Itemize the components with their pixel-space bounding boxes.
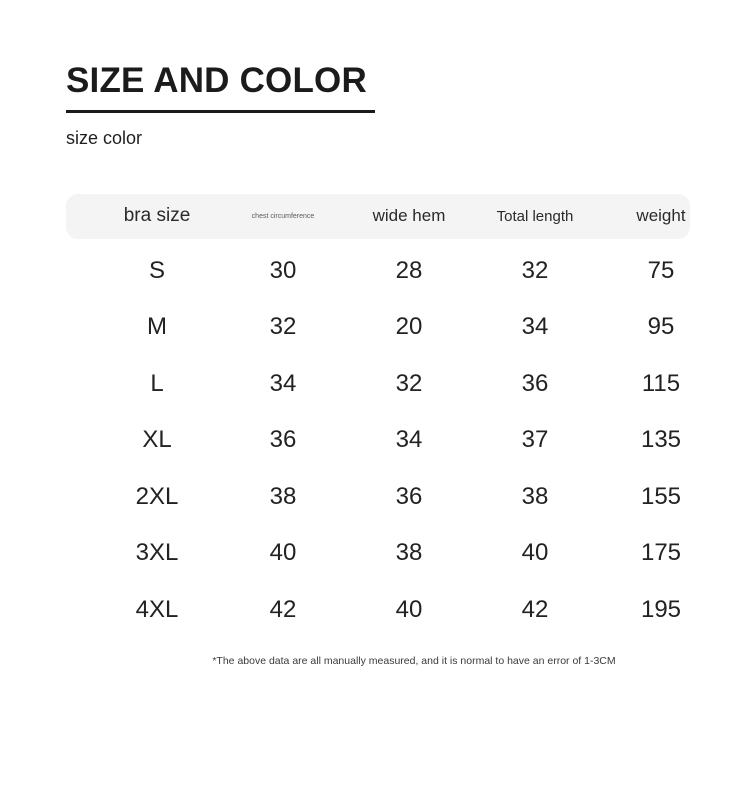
title-underline xyxy=(66,109,375,113)
size-cell: M xyxy=(147,313,167,341)
col-header-chest-circumference: chest circumference xyxy=(251,212,315,220)
value-cell: 36 xyxy=(395,482,423,510)
value-cell: 30 xyxy=(269,256,297,284)
value-cell: 40 xyxy=(521,539,549,567)
value-cell: 37 xyxy=(521,426,549,454)
value-cell: 20 xyxy=(395,313,423,341)
value-cell: 75 xyxy=(647,256,675,284)
table-row: 4XL 42 40 42 195 xyxy=(66,582,690,639)
size-cell: 4XL xyxy=(135,595,179,623)
value-cell: 38 xyxy=(521,482,549,510)
page-header: SIZE AND COLOR size color xyxy=(66,61,750,149)
page-subtitle: size color xyxy=(66,127,143,148)
size-cell: 2XL xyxy=(135,482,179,510)
value-cell: 36 xyxy=(269,426,297,454)
value-cell: 40 xyxy=(269,539,297,567)
value-cell: 195 xyxy=(640,595,682,623)
footnote: *The above data are all manually measure… xyxy=(212,655,616,667)
value-cell: 38 xyxy=(395,539,423,567)
value-cell: 42 xyxy=(269,595,297,623)
size-cell: L xyxy=(150,369,164,397)
size-cell: 3XL xyxy=(135,539,179,567)
value-cell: 34 xyxy=(521,313,549,341)
value-cell: 115 xyxy=(641,369,681,397)
value-cell: 175 xyxy=(640,539,682,567)
size-cell: XL xyxy=(142,426,172,454)
table-row: M 32 20 34 95 xyxy=(66,299,690,356)
page-title: SIZE AND COLOR xyxy=(66,61,367,100)
value-cell: 32 xyxy=(521,256,549,284)
table-body: S 30 28 32 75 M 32 20 34 95 L 34 32 36 115 XL 36 34 37 135 2… xyxy=(66,243,690,639)
table-row: S 30 28 32 75 xyxy=(66,243,690,300)
value-cell: 34 xyxy=(395,426,423,454)
value-cell: 155 xyxy=(640,482,682,510)
value-cell: 32 xyxy=(395,369,423,397)
value-cell: 34 xyxy=(269,369,297,397)
value-cell: 32 xyxy=(269,313,297,341)
col-header-bra-size: bra size xyxy=(123,205,191,226)
table-row: XL 36 34 37 135 xyxy=(66,412,690,469)
value-cell: 95 xyxy=(647,313,675,341)
value-cell: 40 xyxy=(395,595,423,623)
col-header-wide-hem: wide hem xyxy=(372,206,446,225)
col-header-weight: weight xyxy=(636,206,686,225)
size-table: bra size chest circumference wide hem To… xyxy=(66,193,690,639)
value-cell: 42 xyxy=(521,595,549,623)
value-cell: 28 xyxy=(395,256,423,284)
table-header-row: bra size chest circumference wide hem To… xyxy=(66,193,690,239)
col-header-total-length: Total length xyxy=(496,207,574,225)
value-cell: 38 xyxy=(269,482,297,510)
table-row: 2XL 38 36 38 155 xyxy=(66,469,690,526)
table-row: L 34 32 36 115 xyxy=(66,356,690,413)
size-cell: S xyxy=(148,256,165,284)
value-cell: 36 xyxy=(521,369,549,397)
value-cell: 135 xyxy=(640,426,682,454)
table-row: 3XL 40 38 40 175 xyxy=(66,525,690,582)
